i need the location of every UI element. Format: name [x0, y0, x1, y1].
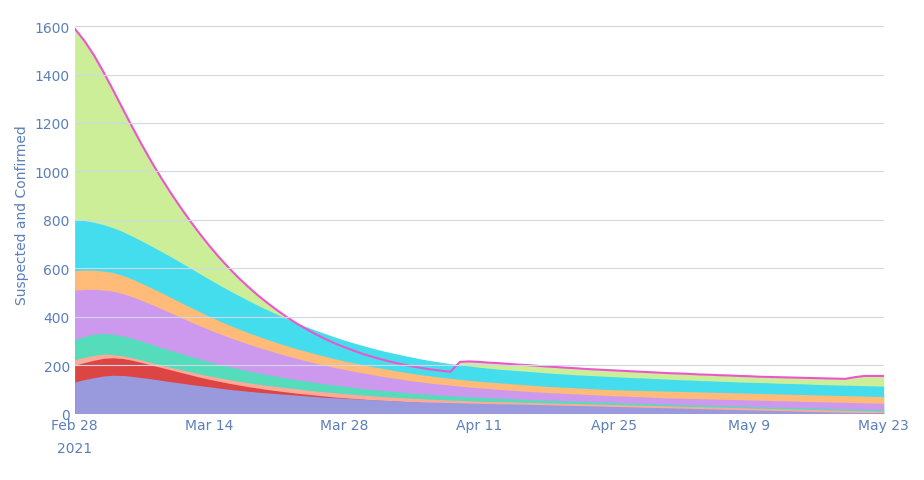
Text: 2021: 2021: [57, 442, 92, 456]
Y-axis label: Suspected and Confirmed: Suspected and Confirmed: [15, 125, 29, 304]
